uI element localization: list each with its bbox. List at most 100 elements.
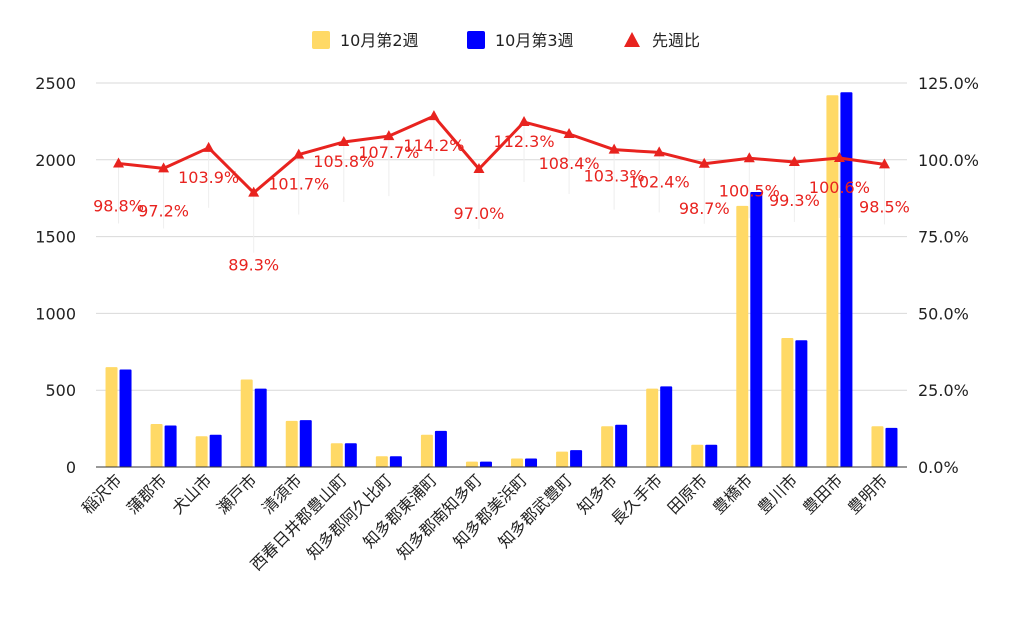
y-right-tick-label: 75.0% [918, 228, 969, 247]
category-label: 豊橋市 [709, 470, 756, 517]
ratio-point [608, 143, 620, 154]
y-left-tick-label: 1500 [35, 228, 76, 247]
bar-week3 [434, 430, 447, 467]
bar-week2 [240, 379, 253, 467]
bar-week2 [781, 337, 794, 467]
bar-week3 [344, 443, 357, 467]
y-left-tick-label: 1000 [35, 304, 76, 323]
y-right-tick-label: 25.0% [918, 381, 969, 400]
bar-week3 [525, 458, 538, 467]
ratio-data-label: 100.6% [809, 178, 870, 197]
y-right-tick-label: 100.0% [918, 151, 979, 170]
ratio-point [293, 148, 305, 159]
bar-week2 [556, 451, 569, 467]
bar-week2 [511, 458, 524, 467]
category-label: 田原市 [664, 470, 711, 517]
bar-week2 [826, 95, 839, 468]
ratio-point [653, 146, 665, 157]
ratio-data-label: 100.5% [719, 181, 780, 200]
y-left-tick-label: 500 [45, 381, 76, 400]
ratio-data-label: 103.9% [178, 168, 239, 187]
ratio-data-label: 98.8% [93, 196, 144, 215]
bar-week3 [164, 425, 177, 467]
ratio-data-label: 98.7% [679, 199, 730, 218]
legend-swatch-ratio [624, 32, 640, 47]
bar-week2 [105, 367, 118, 467]
bar-week3 [299, 420, 312, 467]
ratio-point [383, 130, 395, 141]
ratio-data-label: 114.2% [403, 136, 464, 155]
ratio-data-label: 112.3% [494, 132, 555, 151]
legend-label: 10月第3週 [495, 31, 574, 50]
bar-week3 [885, 427, 898, 467]
ratio-point [518, 116, 530, 127]
ratio-data-label: 89.3% [228, 256, 279, 275]
y-right-tick-label: 50.0% [918, 304, 969, 323]
category-label: 豊明市 [844, 470, 891, 517]
bar-week3 [254, 388, 267, 467]
y-right-tick-label: 0.0% [918, 458, 959, 477]
ratio-point [203, 141, 215, 152]
legend-swatch-week2 [312, 31, 330, 49]
bar-week3 [660, 386, 673, 467]
bar-week3 [570, 450, 583, 467]
category-label: 豊田市 [799, 470, 846, 517]
bar-week3 [119, 369, 132, 467]
ratio-data-label: 108.4% [539, 154, 600, 173]
category-label: 蒲郡市 [123, 470, 170, 517]
bar-week2 [871, 426, 884, 467]
bar-week2 [646, 388, 659, 467]
ratio-data-label: 107.7% [358, 143, 419, 162]
ratio-point [698, 157, 710, 168]
ratio-point [338, 135, 350, 146]
legend-label: 10月第2週 [340, 31, 419, 50]
bar-week2 [420, 434, 433, 467]
ratio-point [113, 157, 125, 168]
bar-week3 [705, 444, 718, 467]
bar-week3 [209, 434, 222, 467]
ratio-data-label: 98.5% [859, 197, 910, 216]
bar-week3 [615, 424, 628, 467]
bar-week3 [750, 192, 763, 467]
ratio-data-label: 103.3% [584, 167, 645, 186]
ratio-line [118, 114, 885, 195]
ratio-data-label: 105.8% [313, 152, 374, 171]
bar-week3 [479, 461, 492, 467]
ratio-point [158, 162, 170, 173]
ratio-point [743, 152, 755, 163]
ratio-data-label: 99.3% [769, 191, 820, 210]
bar-week2 [285, 420, 298, 467]
ratio-data-label: 102.4% [629, 172, 690, 191]
bar-week3 [840, 92, 853, 467]
bar-week3 [389, 456, 402, 467]
bar-week2 [465, 461, 478, 467]
category-label: 瀬戸市 [213, 470, 260, 517]
ratio-point [563, 127, 575, 138]
category-label: 稲沢市 [78, 470, 125, 517]
bar-week2 [330, 443, 343, 467]
legend-label: 先週比 [652, 31, 700, 50]
bar-week2 [150, 423, 163, 467]
ratio-data-label: 101.7% [268, 175, 329, 194]
bar-week2 [691, 444, 704, 467]
y-left-tick-label: 2500 [35, 74, 76, 93]
bar-week2 [736, 205, 749, 467]
ratio-point [473, 163, 485, 174]
y-left-tick-label: 0 [66, 458, 76, 477]
ratio-data-label: 97.0% [454, 204, 505, 223]
legend-swatch-week3 [467, 31, 485, 49]
y-left-tick-label: 2000 [35, 151, 76, 170]
y-right-tick-label: 125.0% [918, 74, 979, 93]
ratio-point [833, 151, 845, 162]
bar-week2 [601, 426, 614, 467]
bar-week3 [795, 340, 808, 467]
bar-week2 [195, 436, 208, 467]
category-label: 豊川市 [754, 470, 801, 517]
ratio-point [428, 110, 440, 121]
ratio-point [248, 186, 260, 197]
ratio-point [878, 158, 890, 169]
category-label: 犬山市 [168, 470, 215, 517]
ratio-point [788, 155, 800, 166]
